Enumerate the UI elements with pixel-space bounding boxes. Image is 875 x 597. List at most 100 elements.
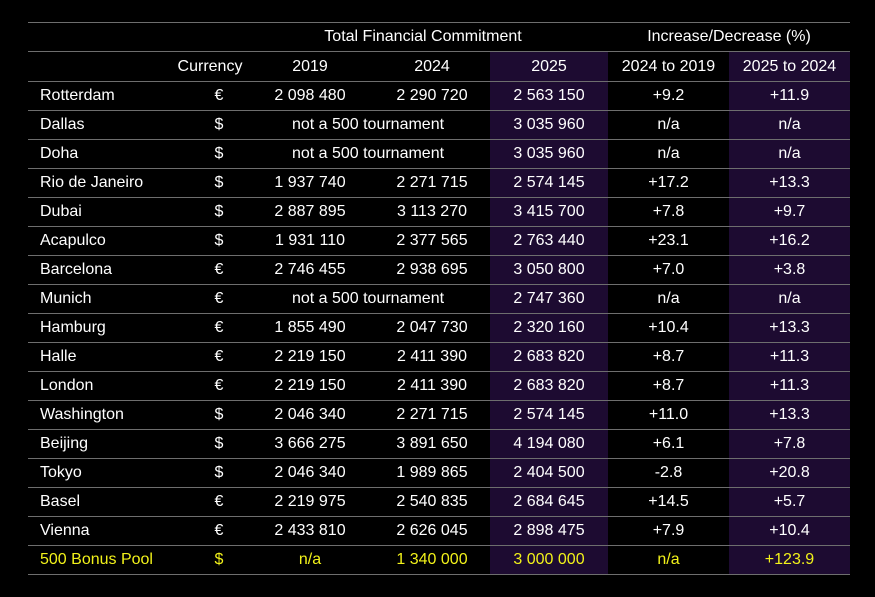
change-2025-to-2024: n/a [729,139,850,169]
city-name: Washington [28,400,174,430]
value-2019: 2 046 340 [246,458,374,488]
currency-symbol: € [174,284,246,314]
header-group-row: Total Financial Commitment Increase/Decr… [28,22,850,52]
table-row: Doha $ not a 500 tournament 3 035 960 n/a n/a [28,139,850,169]
change-2024-to-2019: -2.8 [608,458,729,488]
change-2024-to-2019: +10.4 [608,313,729,343]
currency-symbol: $ [174,197,246,227]
value-2025: 2 563 150 [490,81,608,111]
value-2024: 2 411 390 [374,371,490,401]
city-name: Dubai [28,197,174,227]
value-2025: 4 194 080 [490,429,608,459]
value-2019: 2 746 455 [246,255,374,285]
table-row: London €2 219 150 2 411 390 2 683 820 +8.7 +1… [28,371,850,401]
value-2019: 1 855 490 [246,313,374,343]
table-body: Rotterdam €2 098 480 2 290 720 2 563 150 +9.… [28,81,850,575]
table-row: Barcelona €2 746 455 2 938 695 3 050 800 +7.… [28,255,850,285]
header-2019: 2019 [246,51,374,82]
currency-symbol: $ [174,458,246,488]
currency-symbol: $ [174,545,246,575]
change-2025-to-2024: +9.7 [729,197,850,227]
value-2024: 3 891 650 [374,429,490,459]
table-row: Rio de Janeiro $1 937 740 2 271 715 2 574 1… [28,168,850,198]
bonus-pool-row: 500 Bonus Pool $ n/a 1 340 000 3 000 000 n/a +… [28,545,850,575]
value-2025: 2 404 500 [490,458,608,488]
change-2025-to-2024: +3.8 [729,255,850,285]
currency-symbol: € [174,516,246,546]
header-change-2024-2019: 2024 to 2019 [608,51,729,82]
prize-money-table: Total Financial Commitment Increase/Decr… [28,22,850,575]
value-2025: 2 574 145 [490,168,608,198]
value-2019: 2 219 150 [246,342,374,372]
value-2024: 2 938 695 [374,255,490,285]
value-2025: 2 683 820 [490,371,608,401]
header-empty-cell [28,51,174,82]
city-name: Munich [28,284,174,314]
value-2019: 3 666 275 [246,429,374,459]
value-2025: 2 684 645 [490,487,608,517]
change-2024-to-2019: n/a [608,110,729,140]
value-2024: 2 047 730 [374,313,490,343]
value-2024: 1 989 865 [374,458,490,488]
value-2019: 1 931 110 [246,226,374,256]
currency-symbol: $ [174,429,246,459]
change-2025-to-2024: +16.2 [729,226,850,256]
table-row: Washington $2 046 340 2 271 715 2 574 145 +1… [28,400,850,430]
value-2025: 2 574 145 [490,400,608,430]
change-2024-to-2019: +6.1 [608,429,729,459]
city-name: Barcelona [28,255,174,285]
value-2024: 2 290 720 [374,81,490,111]
prize-money-table-container: Total Financial Commitment Increase/Decr… [28,22,850,575]
value-2024: 3 113 270 [374,197,490,227]
tournament-note: not a 500 tournament [246,284,490,314]
change-2024-to-2019: +7.8 [608,197,729,227]
change-2024-to-2019: +8.7 [608,342,729,372]
change-2025-to-2024: +7.8 [729,429,850,459]
city-name: London [28,371,174,401]
change-2024-to-2019: +9.2 [608,81,729,111]
value-2025: 2 898 475 [490,516,608,546]
table-row: Dubai $2 887 895 3 113 270 3 415 700 +7.8 +9.… [28,197,850,227]
value-2019: 2 219 150 [246,371,374,401]
value-2024: 2 626 045 [374,516,490,546]
header-column-row: Currency 2019 2024 2025 2024 to 2019 202… [28,51,850,82]
change-2024-to-2019: +7.0 [608,255,729,285]
table-row: Hamburg €1 855 490 2 047 730 2 320 160 +10.4… [28,313,850,343]
currency-symbol: € [174,487,246,517]
value-2025: 3 000 000 [490,545,608,575]
change-2025-to-2024: +13.3 [729,168,850,198]
currency-symbol: $ [174,226,246,256]
value-2025: 2 320 160 [490,313,608,343]
city-name: Dallas [28,110,174,140]
header-2024: 2024 [374,51,490,82]
value-2025: 3 035 960 [490,139,608,169]
change-2025-to-2024: +5.7 [729,487,850,517]
value-2024: 2 540 835 [374,487,490,517]
value-2019: 2 219 975 [246,487,374,517]
city-name: Rotterdam [28,81,174,111]
change-2025-to-2024: +13.3 [729,400,850,430]
currency-symbol: € [174,255,246,285]
currency-symbol: $ [174,168,246,198]
city-name: Tokyo [28,458,174,488]
city-name: Basel [28,487,174,517]
change-2025-to-2024: +10.4 [729,516,850,546]
change-2025-to-2024: +11.3 [729,371,850,401]
change-2025-to-2024: +13.3 [729,313,850,343]
value-2024: 2 271 715 [374,400,490,430]
city-name: Rio de Janeiro [28,168,174,198]
table-row: Acapulco $1 931 110 2 377 565 2 763 440 +23.… [28,226,850,256]
header-2025: 2025 [490,51,608,82]
city-name: Beijing [28,429,174,459]
table-row: Rotterdam €2 098 480 2 290 720 2 563 150 +9.… [28,81,850,111]
city-name: 500 Bonus Pool [28,545,174,575]
change-2024-to-2019: n/a [608,545,729,575]
table-row: Vienna €2 433 810 2 626 045 2 898 475 +7.9 +1… [28,516,850,546]
header-increase-decrease: Increase/Decrease (%) [608,22,850,52]
currency-symbol: $ [174,400,246,430]
header-empty-cell [28,22,174,52]
header-empty-cell [174,22,246,52]
city-name: Acapulco [28,226,174,256]
value-2025: 3 415 700 [490,197,608,227]
table-row: Tokyo $2 046 340 1 989 865 2 404 500 -2.8 +20… [28,458,850,488]
